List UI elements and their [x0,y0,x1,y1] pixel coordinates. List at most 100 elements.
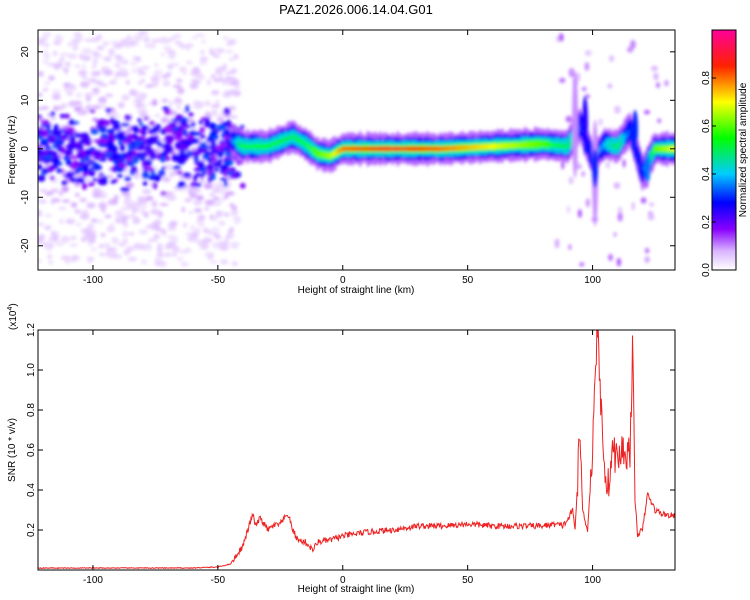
spectrogram-noise-cell [43,52,51,60]
spectrogram-band-cell [202,155,212,160]
spectrogram-noise-cell [218,199,223,204]
spectrogram-noise-cell [140,202,148,210]
spectrogram-noise-cell [163,45,172,52]
spectrogram-noise-cell [117,102,125,109]
spectrogram-x-tick-label: -100 [83,275,103,286]
spectrogram-noise-cell [156,251,164,258]
spectrogram-noise-cell [135,56,142,62]
spectrogram-noise-cell [166,63,174,70]
spectrogram-noise-cell [38,259,42,264]
spectrogram-noise-cell [82,47,92,55]
spectrogram-x-tick-label: 0 [340,275,346,286]
spectrogram-band-cell [239,182,246,189]
spectrogram-band-cell [44,146,52,150]
spectrogram-noise-cell [184,198,192,203]
spectrogram-noise-cell [153,69,163,76]
spectrogram-noise-cell [203,183,213,190]
spectrogram-noise-cell [617,212,623,222]
spectrogram-noise-cell [568,176,574,185]
spectrogram-band-cell [140,125,150,130]
spectrogram-noise-cell [195,227,201,234]
spectrogram-band-cell [41,155,48,160]
snr-y-exponent-suffix: ) [8,303,19,306]
spectrogram-noise-cell [219,259,229,265]
spectrogram-band-cell [89,109,96,113]
spectrogram-noise-cell [132,99,138,106]
spectrogram-noise-cell [195,33,206,38]
spectrogram-y-axis-title: Frequency (Hz) [7,116,18,185]
spectrogram-noise-cell [627,46,634,53]
spectrogram-noise-cell [131,68,137,73]
spectrogram-noise-cell [103,56,112,62]
spectrogram-noise-cell [160,52,166,57]
spectrogram-noise-cell [114,54,120,61]
spectrogram-band-cell [223,107,231,115]
spectrogram-band-cell [60,136,69,141]
spectrogram-noise-cell [138,229,149,235]
spectrogram-noise-cell [168,36,177,41]
spectrogram-noise-cell [199,56,209,62]
snr-panel: -100 -50 0 50 100 0.2 0.4 0.6 0.8 1.0 1.2 Height … [7,303,676,595]
spectrogram-band-cell [117,158,124,163]
spectrogram-noise-cell [584,62,590,71]
spectrogram-noise-cell [189,82,199,90]
spectrogram-y-tick-label: -10 [20,190,31,205]
spectrogram-noise-cell [162,80,171,87]
spectrogram-band-cell [221,121,230,127]
spectrogram-band-cell [186,150,193,158]
spectrogram-band-cell [226,141,232,149]
spectrogram-noise-cell [211,186,216,194]
spectrogram-noise-cell [579,262,585,267]
spectrogram-noise-cell [182,262,187,267]
spectrogram-band-cell [142,164,147,170]
spectrogram-noise-cell [656,82,661,89]
spectrogram-noise-cell [225,235,231,240]
spectrogram-band-cell [127,150,134,154]
spectrogram-band-cell [114,167,125,173]
spectrogram-noise-cell [159,36,168,44]
spectrogram-noise-cell [92,187,102,195]
spectrogram-noise-cell [84,38,95,43]
spectrogram-noise-cell [608,253,613,262]
spectrogram-noise-cell [568,244,572,251]
spectrogram-noise-cell [581,171,586,177]
spectrogram-band-cell [106,128,116,134]
spectrogram-noise-cell [609,55,615,63]
spectrogram-band-cell [74,132,81,138]
spectrogram-band-cell [226,160,235,165]
spectrogram-ridge-cell [565,144,570,149]
spectrogram-noise-cell [196,195,204,201]
spectrogram-noise-cell [92,58,98,66]
spectrogram-noise-cell [140,259,148,265]
spectrogram-band-cell [40,124,48,128]
spectrogram-noise-cell [43,81,51,86]
spectrogram-vertical-feature [572,71,579,178]
spectrogram-noise-cell [79,81,90,88]
spectrogram-noise-cell [653,72,659,81]
spectrogram-noise-cell [622,159,626,168]
spectrogram-band-cell [81,172,88,178]
spectrogram-band-cell [82,165,89,173]
spectrogram-noise-cell [565,115,572,123]
spectrogram-band-cell [188,135,194,140]
spectrogram-ridge-cell [625,130,630,136]
spectrogram-band-cell [57,129,68,133]
spectrogram-band-cell [98,142,108,148]
spectrogram-noise-cell [96,45,105,51]
spectrogram-noise-cell [133,216,139,222]
spectrogram-noise-cell [101,190,106,196]
spectrogram-noise-cell [228,81,238,86]
spectrogram-band-cell [218,158,223,164]
spectrogram-band-cell [182,172,192,178]
spectrogram-band-cell [112,152,121,160]
spectrogram-noise-cell [113,194,119,201]
spectrogram-band-cell [164,134,174,143]
spectrogram-band-cell [75,166,84,173]
spectrogram-band-cell [211,139,217,146]
spectrogram-band-cell [65,158,72,166]
spectrogram-noise-cell [614,105,621,114]
spectrogram-band-cell [112,124,122,131]
spectrogram-noise-cell [102,40,109,47]
spectrogram-band-cell [38,174,46,182]
spectrogram-noise-cell [176,78,183,84]
